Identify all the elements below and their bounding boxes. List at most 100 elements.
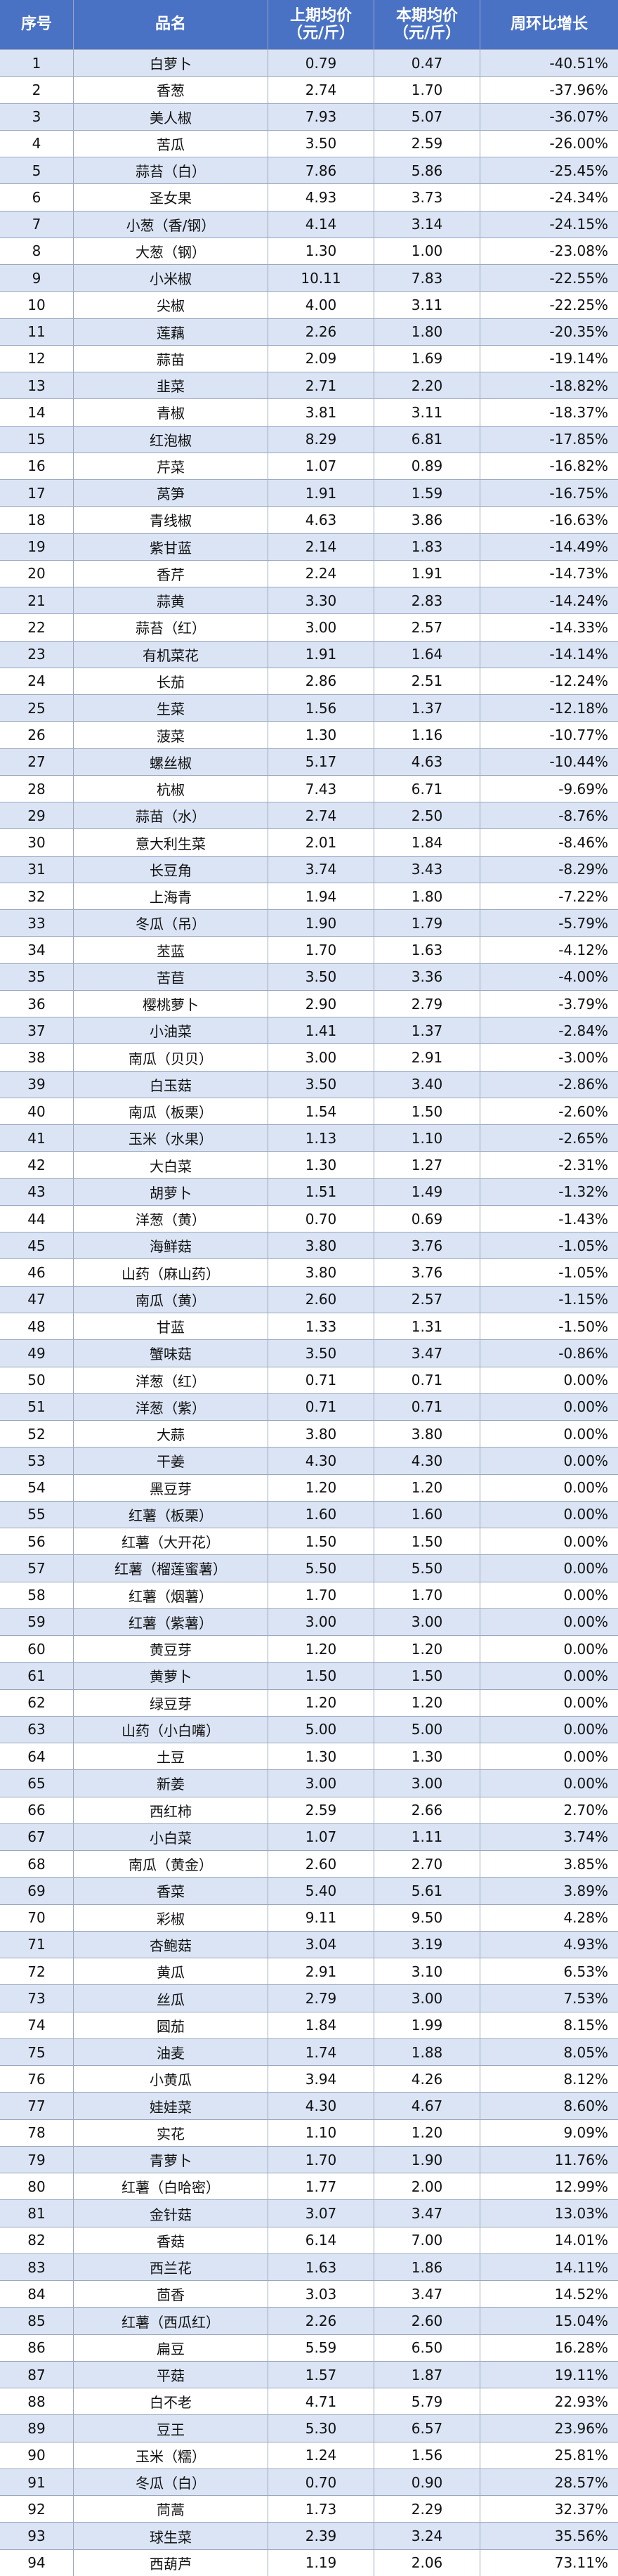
- row-number: 72: [0, 1958, 73, 1985]
- weekly-change: -12.24%: [480, 668, 618, 695]
- product-name: 白不老: [74, 2388, 268, 2415]
- previous-price: 1.07: [268, 1823, 374, 1851]
- weekly-change: -8.46%: [480, 829, 618, 856]
- row-number: 1: [0, 50, 73, 77]
- current-price: 1.83: [374, 533, 480, 560]
- weekly-change: -2.31%: [480, 1152, 618, 1178]
- current-price: 3.47: [374, 1340, 480, 1367]
- row-number: 22: [0, 614, 73, 641]
- current-price: 7.00: [374, 2227, 480, 2253]
- product-name: 上海青: [74, 883, 268, 910]
- current-price: 5.79: [374, 2388, 480, 2415]
- previous-price: 3.03: [268, 2281, 374, 2308]
- current-price: 6.57: [374, 2415, 480, 2442]
- current-price: 5.61: [374, 1878, 480, 1904]
- previous-price: 4.00: [268, 292, 374, 318]
- product-name: 小油菜: [74, 1017, 268, 1044]
- previous-price: 1.73: [268, 2496, 374, 2523]
- current-price: 6.71: [374, 775, 480, 802]
- current-price: 1.20: [374, 1689, 480, 1716]
- header-text: 上期均价: [289, 6, 352, 25]
- previous-price: 1.10: [268, 2119, 374, 2146]
- product-name: 蒜苔（红）: [74, 614, 268, 641]
- current-price: 1.56: [374, 2442, 480, 2468]
- weekly-change: 0.00%: [480, 1448, 618, 1474]
- weekly-change: 3.85%: [480, 1851, 618, 1878]
- previous-price: 3.00: [268, 1608, 374, 1636]
- product-name: 香菜: [74, 1878, 268, 1904]
- weekly-change: -20.35%: [480, 318, 618, 345]
- row-number: 94: [0, 2549, 73, 2576]
- current-price: 0.71: [374, 1367, 480, 1393]
- weekly-change: -4.00%: [480, 963, 618, 990]
- previous-price: 4.30: [268, 1448, 374, 1474]
- row-number: 49: [0, 1340, 73, 1367]
- current-price: 5.86: [374, 157, 480, 184]
- product-name: 青线椒: [74, 507, 268, 533]
- previous-price: 1.30: [268, 1152, 374, 1178]
- current-price: 2.20: [374, 372, 480, 399]
- current-price: 1.00: [374, 238, 480, 265]
- row-number: 16: [0, 453, 73, 480]
- row-number: 21: [0, 587, 73, 614]
- previous-price: 2.74: [268, 77, 374, 103]
- row-number: 71: [0, 1931, 73, 1958]
- row-number: 30: [0, 829, 73, 856]
- product-name: 山药（麻山药）: [74, 1259, 268, 1286]
- weekly-change: -2.86%: [480, 1071, 618, 1098]
- product-name: 甘蓝: [74, 1313, 268, 1340]
- previous-price: 2.39: [268, 2523, 374, 2549]
- previous-price: 3.50: [268, 130, 374, 157]
- previous-price: 0.70: [268, 2468, 374, 2496]
- row-number: 23: [0, 641, 73, 668]
- product-name: 绿豆芽: [74, 1689, 268, 1716]
- product-name: 莴笋: [74, 480, 268, 507]
- product-name: 圣女果: [74, 184, 268, 211]
- previous-price: 1.54: [268, 1098, 374, 1125]
- product-name: 红薯（紫薯）: [74, 1608, 268, 1636]
- previous-price: 2.90: [268, 990, 374, 1017]
- weekly-change: 0.00%: [480, 1663, 618, 1689]
- product-name: 红泡椒: [74, 426, 268, 453]
- weekly-change: -10.44%: [480, 748, 618, 775]
- product-name: 香葱: [74, 77, 268, 103]
- current-price: 1.20: [374, 2119, 480, 2146]
- row-number: 20: [0, 560, 73, 587]
- current-price: 6.81: [374, 426, 480, 453]
- weekly-change: 0.00%: [480, 1608, 618, 1636]
- product-name: 韭菜: [74, 372, 268, 399]
- header-text: 序号: [20, 15, 52, 34]
- current-price: 3.47: [374, 2281, 480, 2308]
- current-price: 0.71: [374, 1393, 480, 1421]
- weekly-change: -22.55%: [480, 265, 618, 292]
- row-number: 80: [0, 2173, 73, 2200]
- current-price: 1.80: [374, 883, 480, 910]
- product-name: 长豆角: [74, 856, 268, 883]
- previous-price: 2.74: [268, 802, 374, 829]
- product-name: 红薯（白哈密）: [74, 2173, 268, 2200]
- previous-price: 1.70: [268, 2146, 374, 2173]
- product-name: 大白菜: [74, 1152, 268, 1178]
- weekly-change: -1.05%: [480, 1232, 618, 1259]
- current-price: 2.57: [374, 614, 480, 641]
- weekly-change: 0.00%: [480, 1555, 618, 1582]
- weekly-change: 0.00%: [480, 1716, 618, 1743]
- row-number: 93: [0, 2523, 73, 2549]
- weekly-change: -3.79%: [480, 990, 618, 1017]
- weekly-change: -17.85%: [480, 426, 618, 453]
- row-number: 33: [0, 910, 73, 937]
- current-price: 1.64: [374, 641, 480, 668]
- current-price: 3.73: [374, 184, 480, 211]
- previous-price: 2.24: [268, 560, 374, 587]
- weekly-change: -1.43%: [480, 1205, 618, 1232]
- weekly-change: -9.69%: [480, 775, 618, 802]
- previous-price: 2.01: [268, 829, 374, 856]
- header-text: （元/斤）: [393, 25, 461, 42]
- weekly-change: -40.51%: [480, 50, 618, 77]
- weekly-change: -23.08%: [480, 238, 618, 265]
- weekly-change: -5.79%: [480, 910, 618, 937]
- product-name: 红薯（西瓜红）: [74, 2308, 268, 2334]
- product-name: 白玉菇: [74, 1071, 268, 1098]
- product-name: 大葱（钢）: [74, 238, 268, 265]
